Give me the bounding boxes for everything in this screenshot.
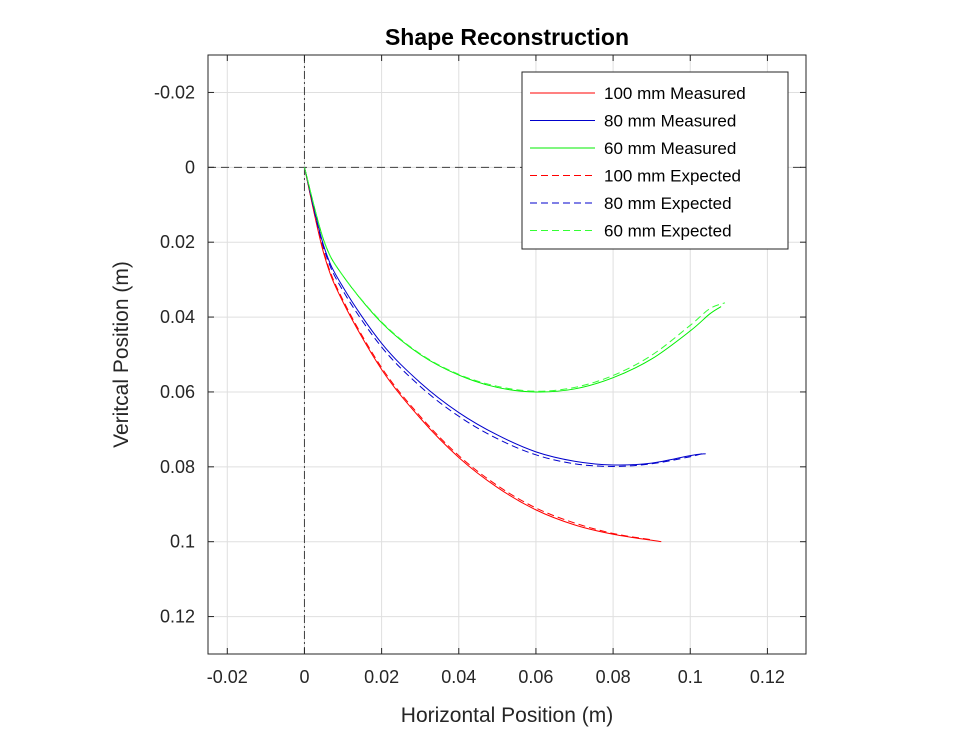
- legend-entry-label: 80 mm Measured: [604, 112, 736, 131]
- y-axis-label: Veritcal Position (m): [110, 261, 133, 448]
- chart-title: Shape Reconstruction: [385, 24, 629, 50]
- legend-entry-label: 60 mm Measured: [604, 139, 736, 158]
- x-tick-label: 0: [299, 667, 309, 687]
- series-line-100-mm-expected: [303, 167, 652, 541]
- series-line-80-mm-expected: [303, 167, 702, 467]
- y-tick-label: -0.02: [154, 82, 195, 102]
- plot-frame: [207, 54, 807, 655]
- legend-entry-label: 80 mm Expected: [604, 194, 732, 213]
- x-tick-label: 0.12: [750, 667, 785, 687]
- y-tick-label: 0.1: [170, 532, 195, 552]
- series-line-80-mm-measured: [303, 167, 706, 466]
- x-tick-label: 0.02: [364, 667, 399, 687]
- y-tick-label: 0.12: [160, 607, 195, 627]
- y-tick-label: 0.06: [160, 382, 195, 402]
- y-tick-label: 0.04: [160, 307, 195, 327]
- ticks: -0.02 0 0.02 0.04 0.06 0.08 0.1 0.12 -0.02 0 0.02 0…: [154, 55, 806, 687]
- y-tick-label: 0.02: [160, 232, 195, 252]
- legend-entry-label: 100 mm Expected: [604, 167, 741, 186]
- legend-entry-label: 100 mm Measured: [604, 84, 746, 103]
- legend: 100 mm Measured 80 mm Measured 60 mm Measu…: [521, 71, 789, 250]
- legend-box: [521, 71, 789, 250]
- series-group: [303, 167, 726, 543]
- x-tick-label: 0.06: [518, 667, 553, 687]
- x-tick-label: -0.02: [207, 667, 248, 687]
- series-line-60-mm-expected: [303, 167, 726, 392]
- x-tick-label: 0.08: [596, 667, 631, 687]
- x-tick-label: 0.04: [441, 667, 476, 687]
- y-tick-label: 0.08: [160, 457, 195, 477]
- x-tick-label: 0.1: [678, 667, 703, 687]
- x-axis-label: Horizontal Position (m): [401, 704, 613, 727]
- series-line-100-mm-measured: [303, 167, 662, 543]
- legend-entry-label: 60 mm Expected: [604, 222, 732, 241]
- y-tick-label: 0: [185, 157, 195, 177]
